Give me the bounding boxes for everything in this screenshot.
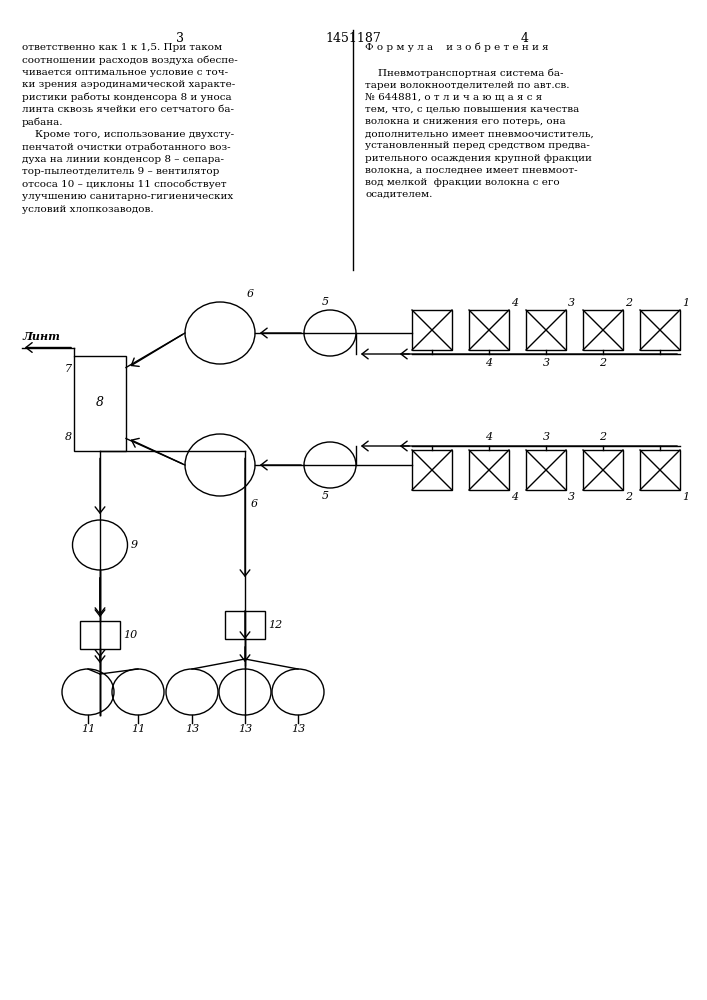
Text: 3: 3: [542, 432, 549, 442]
Bar: [74, 356, 126, 450]
Text: 4: 4: [486, 358, 493, 368]
Text: 9: 9: [131, 540, 138, 550]
Text: 8: 8: [96, 396, 104, 410]
Text: ответственно как 1 к 1,5. При таком
соотношении расходов воздуха обеспе-
чиваетс: ответственно как 1 к 1,5. При таком соот…: [22, 43, 238, 214]
Text: 5: 5: [322, 297, 329, 307]
Bar: [640, 310, 680, 350]
Text: 4: 4: [511, 298, 518, 308]
Text: 13: 13: [185, 724, 199, 734]
Text: Ф о р м у л а    и з о б р е т е н и я

    Пневмотранспортная система ба-
тареи: Ф о р м у л а и з о б р е т е н и я Пнев…: [365, 43, 594, 199]
Bar: [526, 310, 566, 350]
Text: 6: 6: [247, 289, 254, 299]
Text: 2: 2: [600, 358, 607, 368]
Text: 3: 3: [542, 358, 549, 368]
Bar: [583, 450, 623, 490]
Text: Линт: Линт: [22, 330, 60, 342]
Bar: [80, 621, 120, 649]
Text: 11: 11: [131, 724, 145, 734]
Text: 11: 11: [81, 724, 95, 734]
Bar: [583, 310, 623, 350]
Text: 13: 13: [238, 724, 252, 734]
Bar: [640, 450, 680, 490]
Bar: [225, 611, 265, 639]
Bar: [412, 450, 452, 490]
Text: 2: 2: [625, 298, 632, 308]
Text: 3: 3: [176, 32, 184, 45]
Text: 1451187: 1451187: [325, 32, 381, 45]
Text: 1: 1: [682, 492, 689, 502]
Text: 13: 13: [291, 724, 305, 734]
Text: 4: 4: [521, 32, 529, 45]
Text: 4: 4: [486, 432, 493, 442]
Text: 6: 6: [251, 499, 258, 509]
Bar: [469, 310, 509, 350]
Text: 3: 3: [568, 298, 575, 308]
Text: 4: 4: [511, 492, 518, 502]
Text: 1: 1: [682, 298, 689, 308]
Bar: [526, 450, 566, 490]
Text: 2: 2: [600, 432, 607, 442]
Bar: [469, 450, 509, 490]
Bar: [412, 310, 452, 350]
Text: 7: 7: [65, 363, 72, 373]
Text: 5: 5: [322, 491, 329, 501]
Text: 12: 12: [268, 620, 282, 630]
Text: 10: 10: [123, 630, 137, 640]
Text: 8: 8: [65, 432, 72, 442]
Text: 2: 2: [625, 492, 632, 502]
Text: 3: 3: [568, 492, 575, 502]
